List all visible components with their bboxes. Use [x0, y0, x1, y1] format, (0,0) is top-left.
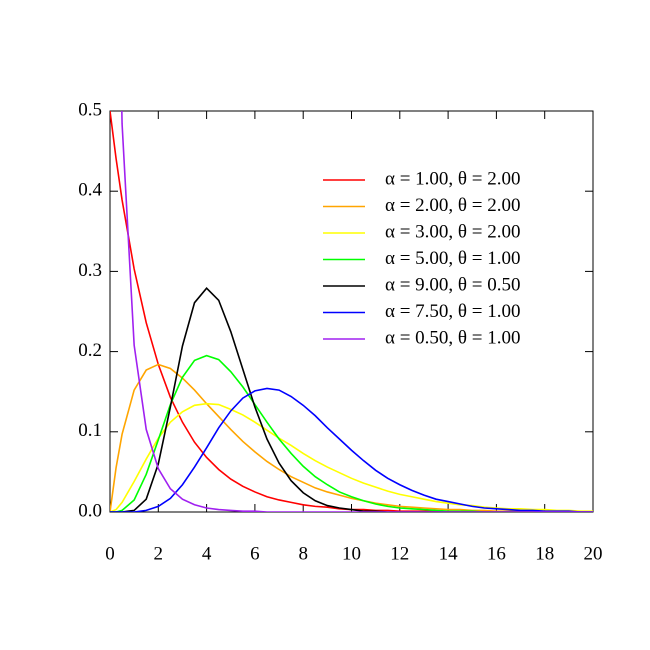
y-tick-label: 0.2 [78, 340, 102, 361]
y-tick-label: 0.5 [78, 99, 102, 120]
x-tick-label: 20 [584, 543, 603, 564]
x-tick-label: 12 [390, 543, 409, 564]
x-tick-label: 6 [250, 543, 260, 564]
plot-area [110, 111, 593, 512]
y-tick-label: 0.4 [78, 180, 102, 201]
x-tick-label: 18 [535, 543, 554, 564]
series-line [110, 387, 593, 512]
x-tick-label: 0 [105, 543, 115, 564]
x-tick-label: 8 [298, 543, 308, 564]
legend-label: α = 9.00, θ = 0.50 [385, 274, 521, 295]
y-tick-label: 0.1 [78, 420, 102, 441]
series-line [110, 111, 593, 512]
series-line [121, 111, 593, 512]
y-tick-label: 0.0 [78, 500, 102, 521]
legend-label: α = 0.50, θ = 1.00 [385, 327, 521, 348]
legend-label: α = 5.00, θ = 1.00 [385, 248, 521, 269]
series-line [110, 287, 593, 512]
legend-label: α = 3.00, θ = 2.00 [385, 221, 521, 242]
legend-label: α = 1.00, θ = 2.00 [385, 168, 521, 189]
plot-frame [109, 110, 594, 513]
series-line [110, 363, 593, 512]
y-tick-label: 0.3 [78, 260, 102, 281]
x-tick-label: 10 [342, 543, 361, 564]
x-tick-label: 16 [487, 543, 506, 564]
series-line [110, 402, 593, 512]
series-line [110, 354, 593, 512]
x-tick-label: 14 [439, 543, 459, 564]
legend-label: α = 7.50, θ = 1.00 [385, 301, 521, 322]
legend-label: α = 2.00, θ = 2.00 [385, 195, 521, 216]
x-tick-label: 4 [202, 543, 212, 564]
x-tick-label: 2 [154, 543, 164, 564]
